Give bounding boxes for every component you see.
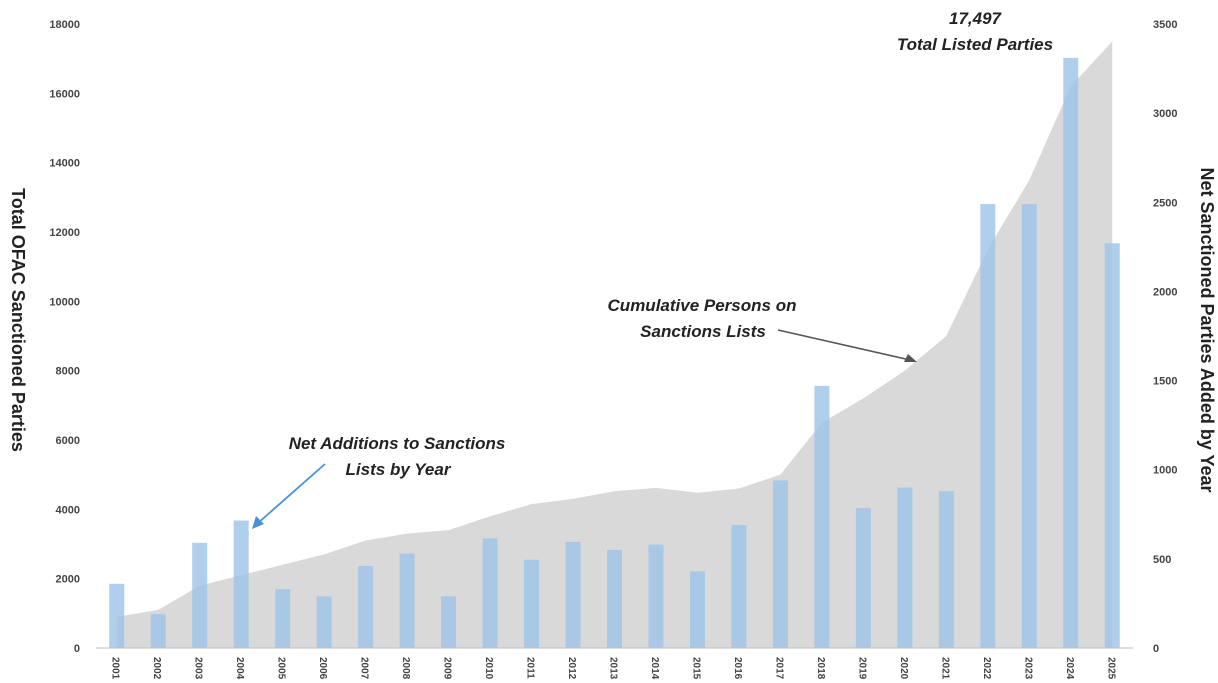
- bar-2020: [897, 487, 913, 648]
- x-tick-label: 2016: [732, 657, 743, 680]
- bar-2004: [233, 520, 249, 648]
- bar-2025: [1104, 243, 1120, 648]
- y-right-tick-label: 0: [1153, 643, 1159, 655]
- net-additions-annotation-line2: Lists by Year: [346, 460, 452, 479]
- total-label-annotation: Total Listed Parties: [897, 35, 1053, 54]
- bar-2015: [689, 571, 705, 648]
- bar-2005: [275, 589, 291, 648]
- x-tick-label: 2005: [276, 657, 287, 680]
- x-tick-label: 2019: [856, 657, 867, 680]
- total-value-annotation: 17,497: [949, 9, 1003, 28]
- x-tick-label: 2009: [442, 657, 453, 680]
- bar-2019: [855, 508, 871, 648]
- bar-2002: [150, 614, 166, 648]
- bar-2014: [648, 544, 664, 648]
- y-left-tick-label: 0: [74, 643, 80, 655]
- bar-2018: [814, 385, 830, 648]
- x-tick-label: 2004: [234, 657, 245, 680]
- bar-2023: [1021, 204, 1037, 648]
- y-axis-right-title: Net Sanctioned Parties Added by Year: [1197, 167, 1217, 492]
- x-tick-label: 2013: [608, 657, 619, 680]
- x-tick-label: 2021: [939, 657, 950, 680]
- x-tick-label: 2014: [649, 657, 660, 680]
- y-left-tick-label: 14000: [49, 158, 80, 170]
- y-left-tick-label: 2000: [56, 574, 80, 586]
- cumulative-annotation-arrow: [777, 329, 917, 362]
- bar-2010: [482, 538, 498, 648]
- bar-2008: [399, 553, 415, 648]
- y-right-tick-label: 3500: [1153, 19, 1177, 31]
- y-right-tick-label: 1000: [1153, 465, 1177, 477]
- x-tick-label: 2003: [193, 657, 204, 680]
- y-right-tick-label: 2000: [1153, 286, 1177, 298]
- net-additions-annotation-arrow: [252, 463, 326, 529]
- axis-layer: 1800016000140001200010000800060004000200…: [49, 19, 1177, 655]
- area-layer: [116, 41, 1113, 649]
- y-right-tick-label: 500: [1153, 554, 1171, 566]
- y-left-tick-label: 12000: [49, 227, 80, 239]
- x-tick-label: 2012: [566, 657, 577, 680]
- y-right-tick-label: 2500: [1153, 197, 1177, 209]
- bar-2003: [192, 542, 208, 648]
- x-tick-label: 2023: [1022, 657, 1033, 680]
- bar-layer: [109, 57, 1120, 649]
- bar-2012: [565, 541, 581, 648]
- y-left-tick-label: 16000: [49, 88, 80, 100]
- x-tick-label: 2020: [898, 657, 909, 680]
- y-left-tick-label: 10000: [49, 296, 80, 308]
- x-tick-label: 2002: [151, 657, 162, 680]
- x-tick-label: 2010: [483, 657, 494, 680]
- y-left-tick-label: 8000: [56, 366, 80, 378]
- cumulative-annotation-line1: Cumulative Persons on: [608, 296, 797, 315]
- x-tick-label: 2018: [815, 657, 826, 680]
- y-left-tick-label: 18000: [49, 19, 80, 31]
- x-tick-label: 2025: [1105, 657, 1116, 680]
- bar-2007: [358, 565, 374, 648]
- cumulative-annotation-line2: Sanctions Lists: [640, 322, 766, 341]
- x-tick-label: 2022: [981, 657, 992, 680]
- cumulative-area: [116, 41, 1113, 649]
- x-tick-label: 2015: [690, 657, 701, 680]
- x-tick-layer: 2001 2002 2003 2004 2005 2006 2007 2008 2009 2010…: [110, 657, 1117, 680]
- bar-2022: [980, 204, 996, 648]
- bar-2011: [524, 559, 540, 648]
- y-right-tick-label: 1500: [1153, 376, 1177, 388]
- y-axis-left-title: Total OFAC Sanctioned Parties: [8, 188, 28, 452]
- bar-2013: [607, 549, 622, 648]
- x-tick-label: 2007: [359, 657, 370, 680]
- x-tick-label: 2017: [773, 657, 784, 680]
- bar-2016: [731, 524, 747, 648]
- y-left-tick-label: 6000: [56, 435, 80, 447]
- y-right-tick-label: 3000: [1153, 108, 1177, 120]
- bar-2006: [316, 596, 332, 648]
- x-tick-label: 2001: [110, 657, 121, 680]
- x-tick-label: 2008: [400, 657, 411, 680]
- y-left-tick-label: 4000: [56, 504, 80, 516]
- x-tick-label: 2011: [525, 657, 536, 679]
- x-tick-label: 2024: [1064, 657, 1075, 680]
- net-additions-annotation-line1: Net Additions to Sanctions: [289, 434, 506, 453]
- bar-2024: [1063, 57, 1079, 649]
- bar-2021: [938, 491, 954, 648]
- bar-2001: [109, 583, 125, 648]
- bar-2009: [441, 596, 457, 648]
- x-tick-label: 2006: [317, 657, 328, 680]
- bar-2017: [772, 480, 788, 648]
